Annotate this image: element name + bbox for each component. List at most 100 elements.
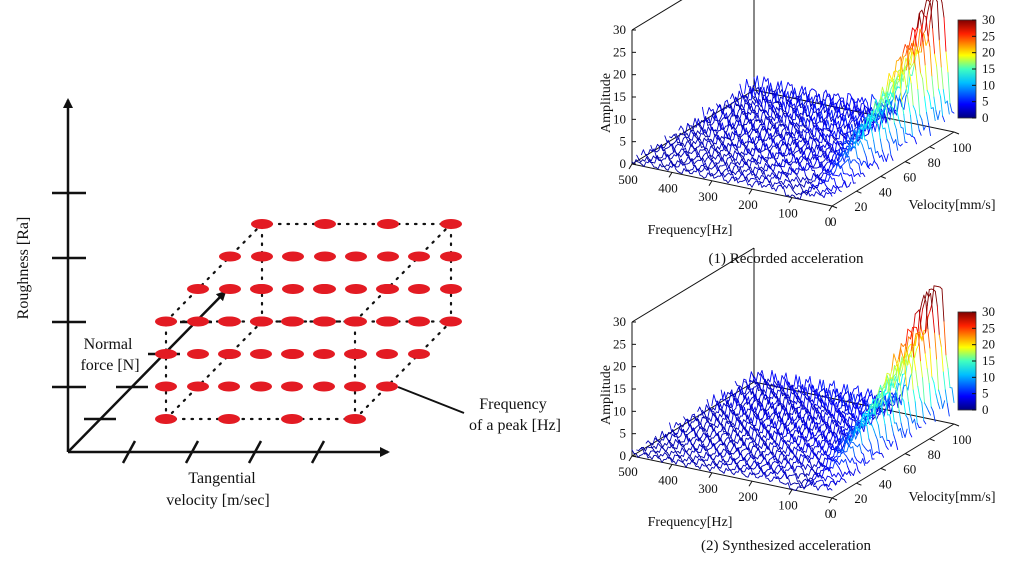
waterfall-segment — [804, 118, 808, 128]
waterfall-segment — [768, 399, 772, 409]
waterfall-segment — [788, 448, 792, 457]
waterfall-segment — [847, 148, 850, 157]
waterfall-segment — [716, 122, 720, 132]
waterfall-segment — [806, 118, 810, 123]
waterfall-segment — [881, 154, 885, 162]
waterfall-segment — [799, 85, 803, 93]
waterfall-segment — [761, 76, 765, 88]
waterfall-segment — [919, 397, 923, 404]
waterfall-segment — [925, 316, 929, 332]
waterfall-segment — [726, 99, 730, 109]
waterfall-segment — [730, 391, 734, 397]
waterfall-segment — [729, 119, 733, 130]
waterfall-segment — [792, 189, 796, 193]
waterfall-segment — [713, 443, 717, 451]
waterfall-segment — [785, 124, 789, 131]
waterfall-segment — [951, 387, 955, 404]
waterfall-segment — [704, 119, 708, 123]
waterfall-segment — [886, 375, 890, 382]
waterfall-segment — [714, 172, 718, 176]
waterfall-segment — [827, 134, 831, 146]
waterfall-segment — [831, 130, 835, 137]
plot-caption: (1) Recorded acceleration — [709, 251, 864, 267]
waterfall-segment — [889, 414, 893, 426]
waterfall-segment — [671, 143, 674, 153]
waterfall-segment — [741, 104, 745, 110]
waterfall-segment — [937, 402, 941, 410]
waterfall-segment — [827, 389, 831, 399]
waterfall-segment — [918, 129, 922, 136]
waterfall-segment — [862, 115, 865, 120]
waterfall-segment — [899, 65, 903, 81]
waterfall-segment — [709, 439, 713, 446]
waterfall-segment — [769, 144, 773, 148]
waterfall-segment — [725, 164, 729, 172]
waterfall-segment — [735, 143, 738, 151]
waterfall-segment — [690, 159, 694, 166]
waterfall-segment — [749, 127, 753, 132]
waterfall-segment — [769, 124, 773, 131]
waterfall-segment — [874, 401, 878, 408]
waterfall-segment — [904, 350, 907, 359]
waterfall-segment — [822, 399, 825, 408]
waterfall-segment — [776, 87, 780, 91]
waterfall-segment — [743, 110, 747, 119]
waterfall-segment — [915, 370, 919, 387]
waterfall-segment — [809, 128, 813, 134]
waterfall-segment — [827, 143, 831, 149]
waterfall-segment — [837, 438, 841, 447]
waterfall-segment — [828, 163, 832, 170]
waterfall-segment — [871, 93, 875, 99]
waterfall-segment — [743, 426, 747, 432]
waterfall-segment — [717, 104, 721, 109]
waterfall-segment — [719, 413, 723, 418]
waterfall-segment — [789, 119, 793, 125]
velocity-axis-label: Velocity[mm/s] — [908, 198, 995, 213]
grid-point — [219, 251, 241, 262]
waterfall-segment — [922, 301, 926, 310]
waterfall-segment — [837, 161, 841, 170]
waterfall-segment — [845, 140, 849, 144]
velocity-tick — [953, 131, 960, 135]
waterfall-segment — [787, 444, 791, 450]
waterfall-segment — [717, 403, 721, 414]
waterfall-segment — [751, 428, 755, 440]
waterfall-segment — [737, 99, 741, 110]
velocity-tick — [905, 161, 911, 165]
top-frame-line — [631, 0, 683, 31]
waterfall-segment — [863, 399, 867, 408]
grid-point — [218, 414, 240, 424]
waterfall-segment — [682, 142, 686, 148]
waterfall-segment — [875, 396, 879, 400]
waterfall-segment — [770, 181, 774, 188]
waterfall-segment — [812, 452, 816, 460]
waterfall-segment — [861, 144, 865, 152]
waterfall-segment — [850, 146, 854, 152]
waterfall-segment — [820, 379, 824, 392]
waterfall-segment — [775, 185, 779, 192]
waterfall-segment — [847, 435, 850, 443]
waterfall-segment — [888, 142, 892, 157]
waterfall-segment — [671, 433, 675, 437]
waterfall-segment — [773, 164, 776, 172]
waterfall-segment — [869, 411, 873, 416]
waterfall-segment — [814, 124, 818, 138]
waterfall-segment — [886, 105, 890, 113]
waterfall-segment — [889, 392, 893, 408]
waterfall-segment — [907, 377, 911, 391]
waterfall-segment — [823, 157, 827, 162]
waterfall-segment — [916, 13, 920, 28]
parameter-space-diagram: Roughness [Ra] Normal force [N] Tangenti… — [15, 98, 561, 509]
waterfall-segment — [765, 184, 769, 188]
waterfall-segment — [804, 105, 807, 117]
waterfall-segment — [636, 154, 640, 160]
waterfall-segment — [746, 78, 750, 88]
waterfall-segment — [804, 192, 808, 196]
waterfall-segment — [762, 96, 766, 103]
waterfall-segment — [826, 400, 830, 412]
waterfall-segment — [849, 147, 852, 150]
waterfall-segment — [723, 410, 727, 419]
waterfall-segment — [809, 431, 813, 440]
waterfall-segment — [888, 373, 892, 380]
waterfall-segment — [744, 78, 748, 94]
